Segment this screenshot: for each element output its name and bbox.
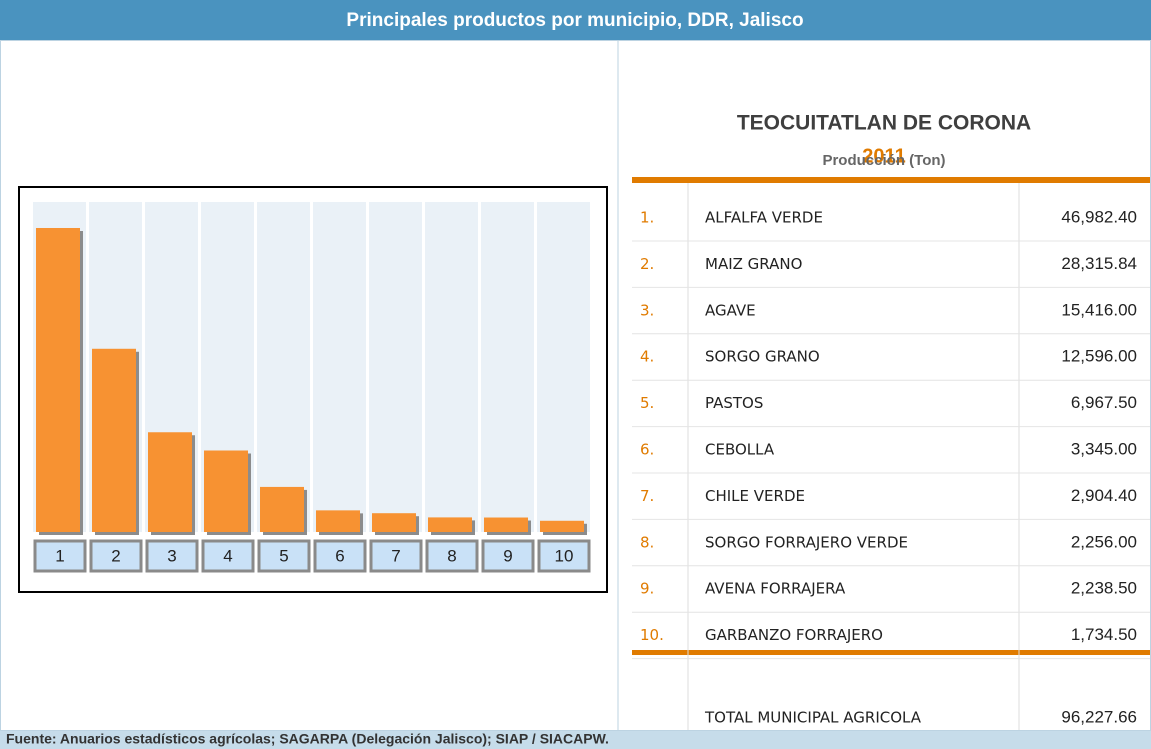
category-label: 6 [335, 546, 344, 565]
total-label: TOTAL MUNICIPAL AGRICOLA [704, 709, 922, 727]
production-value: 6,967.50 [1071, 393, 1137, 412]
category-box [89, 539, 143, 573]
bar [36, 227, 80, 533]
category-box [425, 539, 479, 573]
category-box [313, 539, 367, 573]
product: AVENA FORRAJERA [705, 580, 846, 598]
chart-box [18, 186, 608, 593]
product: SORGO GRANO [705, 348, 820, 366]
orange-rule [632, 650, 1150, 655]
table-year: 2011 [862, 145, 905, 167]
category-label: 7 [391, 546, 400, 565]
category-label: 5 [279, 546, 288, 565]
column-background [257, 202, 310, 532]
category-label: 10 [555, 546, 574, 565]
category-label: 3 [167, 546, 176, 565]
category-box [369, 539, 423, 573]
production-value: 2,238.50 [1071, 579, 1137, 598]
table-title: TEOCUITATLAN DE CORONA [737, 112, 1031, 135]
product: CEBOLLA [705, 441, 775, 459]
total-value: 96,227.66 [1061, 707, 1137, 726]
header-bar [0, 0, 1151, 40]
product: ALFALFA VERDE [705, 209, 823, 227]
rank: 6. [640, 441, 654, 459]
category-box [537, 539, 591, 573]
category-label: 4 [223, 546, 232, 565]
category-box [201, 539, 255, 573]
category-box [481, 539, 535, 573]
production-value: 2,904.40 [1071, 486, 1137, 505]
product: MAIZ GRANO [705, 255, 802, 273]
bar [484, 517, 528, 532]
bar [372, 513, 416, 532]
category-label: 8 [447, 546, 456, 565]
product: GARBANZO FORRAJERO [705, 626, 883, 644]
footer-source: Fuente: Anuarios estadísticos agrícolas;… [6, 731, 609, 747]
category-label: 2 [111, 546, 120, 565]
category-label: 9 [503, 546, 512, 565]
column-background [369, 202, 422, 532]
product: CHILE VERDE [705, 487, 805, 505]
product: SORGO FORRAJERO VERDE [705, 533, 908, 551]
header-title: Principales productos por municipio, DDR… [346, 10, 803, 31]
category-box [145, 539, 199, 573]
bar [260, 486, 304, 532]
orange-rule [632, 177, 1150, 183]
bar [92, 348, 136, 532]
category-label: 1 [55, 546, 64, 565]
rank: 4. [640, 348, 654, 366]
column-background [481, 202, 534, 532]
production-value: 3,345.00 [1071, 439, 1137, 458]
production-value: 28,315.84 [1061, 254, 1137, 273]
production-value: 12,596.00 [1061, 347, 1137, 366]
rank: 5. [640, 394, 654, 412]
category-box [33, 539, 87, 573]
production-value: 2,256.00 [1071, 532, 1137, 551]
rank: 10. [640, 626, 664, 644]
product: PASTOS [705, 394, 763, 412]
rank: 7. [640, 487, 654, 505]
rank: 1. [640, 209, 654, 227]
production-value: 15,416.00 [1061, 300, 1137, 319]
category-box [257, 539, 311, 573]
column-background [425, 202, 478, 532]
rank: 2. [640, 255, 654, 273]
product: AGAVE [705, 301, 756, 319]
rank: 3. [640, 301, 654, 319]
column-background [313, 202, 366, 532]
bar [148, 432, 192, 532]
rank: 8. [640, 533, 654, 551]
column-background [537, 202, 590, 532]
bar [428, 517, 472, 532]
table-subtitle: Producción (Ton) [822, 152, 945, 169]
bar [540, 520, 584, 532]
rank: 9. [640, 580, 654, 598]
production-value: 46,982.40 [1061, 207, 1137, 226]
production-value: 1,734.50 [1071, 625, 1137, 644]
bar [316, 510, 360, 532]
bar [204, 450, 248, 532]
footer-bar [0, 731, 1151, 749]
